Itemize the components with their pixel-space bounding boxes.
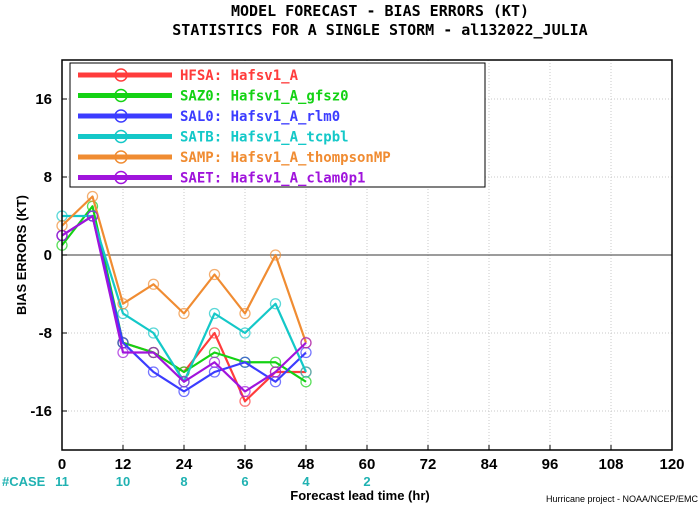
series-point xyxy=(208,327,221,339)
series-point xyxy=(239,307,251,320)
y-tick-label: 8 xyxy=(44,169,52,186)
series-point xyxy=(147,278,160,290)
legend-swatch-marker xyxy=(114,68,128,82)
legend-item: SAET: Hafsv1_A_clam0p1 xyxy=(78,171,365,187)
x-tick-label: 108 xyxy=(598,456,623,473)
case-count: 8 xyxy=(180,474,187,489)
series-point xyxy=(239,356,251,368)
case-count: 4 xyxy=(302,474,310,489)
x-axis-label: Forecast lead time (hr) xyxy=(290,488,429,503)
series-point xyxy=(178,307,190,320)
legend-swatch-marker xyxy=(114,88,128,103)
series-point xyxy=(86,210,99,222)
x-tick-label: 24 xyxy=(176,456,193,473)
series-point xyxy=(269,298,282,310)
series-point xyxy=(208,307,221,320)
legend-swatch-marker xyxy=(114,170,128,185)
legend-swatch-marker xyxy=(114,109,128,123)
case-count: 10 xyxy=(116,474,130,489)
x-tick-label: 84 xyxy=(481,456,498,473)
x-tick-label: 0 xyxy=(58,456,66,473)
y-tick-label: 0 xyxy=(44,247,52,264)
series-point xyxy=(86,190,99,203)
series-point xyxy=(208,356,221,368)
legend-item: SAL0: Hafsv1_A_rlm0 xyxy=(78,109,340,125)
chart-title-line2: STATISTICS FOR A SINGLE STORM - al132022… xyxy=(172,21,587,39)
x-tick-label: 96 xyxy=(542,456,559,473)
x-tick-label: 120 xyxy=(659,456,684,473)
x-tick-label: 48 xyxy=(298,456,315,473)
legend: HFSA: Hafsv1_A SAZ0: Hafsv1_A_gfsz0 SAL0: … xyxy=(69,62,486,188)
series-point xyxy=(147,327,160,339)
chart-title-line1: MODEL FORECAST - BIAS ERRORS (KT) xyxy=(231,2,529,20)
y-tick-label: -8 xyxy=(39,325,52,342)
y-tick-label: 16 xyxy=(35,91,52,108)
case-counts: 11 10 8 6 4 2 xyxy=(55,474,370,489)
series-line xyxy=(61,195,308,344)
x-tick-label: 72 xyxy=(420,456,437,473)
legend-label: SAL0: Hafsv1_A_rlm0 xyxy=(180,109,340,125)
legend-swatch-marker xyxy=(114,129,128,144)
y-axis-ticks: -16 -8 0 8 16 xyxy=(30,91,67,420)
x-axis-ticks: 0 12 24 36 48 60 72 84 96 108 120 xyxy=(58,445,685,473)
case-count: 11 xyxy=(55,474,69,489)
credit-text: Hurricane project - NOAA/NCEP/EMC xyxy=(546,494,699,504)
y-axis-label: BIAS ERRORS (KT) xyxy=(14,195,29,315)
series-point xyxy=(239,327,251,339)
x-tick-label: 12 xyxy=(115,456,132,473)
x-tick-label: 36 xyxy=(237,456,254,473)
y-tick-label: -16 xyxy=(30,403,52,420)
legend-label: HFSA: Hafsv1_A xyxy=(180,68,299,84)
legend-label: SAZ0: Hafsv1_A_gfsz0 xyxy=(180,89,349,105)
legend-item: SATB: Hafsv1_A_tcpbl xyxy=(78,130,349,146)
series-point xyxy=(269,366,282,378)
series-point xyxy=(147,346,160,359)
legend-swatch-marker xyxy=(114,150,128,164)
legend-item: SAMP: Hafsv1_A_thompsonMP xyxy=(78,150,391,166)
series-point xyxy=(178,376,190,388)
case-count: 2 xyxy=(363,474,370,489)
legend-item: SAZ0: Hafsv1_A_gfsz0 xyxy=(78,89,349,105)
series-point xyxy=(239,385,251,398)
series-point xyxy=(147,366,160,378)
series-line xyxy=(61,214,307,393)
legend-item: HFSA: Hafsv1_A xyxy=(78,68,299,84)
case-count: 6 xyxy=(241,474,248,489)
x-tick-label: 60 xyxy=(359,456,376,473)
series-point xyxy=(300,366,312,378)
series-lines xyxy=(56,190,312,407)
case-count-label: #CASE xyxy=(2,474,46,489)
series-point xyxy=(300,337,312,349)
legend-label: SATB: Hafsv1_A_tcpbl xyxy=(180,130,349,146)
series-point xyxy=(117,346,129,359)
series-point xyxy=(208,268,221,281)
series-point xyxy=(269,249,282,261)
legend-label: SAMP: Hafsv1_A_thompsonMP xyxy=(180,150,391,166)
series-point xyxy=(117,298,129,310)
legend-label: SAET: Hafsv1_A_clam0p1 xyxy=(180,171,365,187)
legend-box xyxy=(69,62,486,188)
